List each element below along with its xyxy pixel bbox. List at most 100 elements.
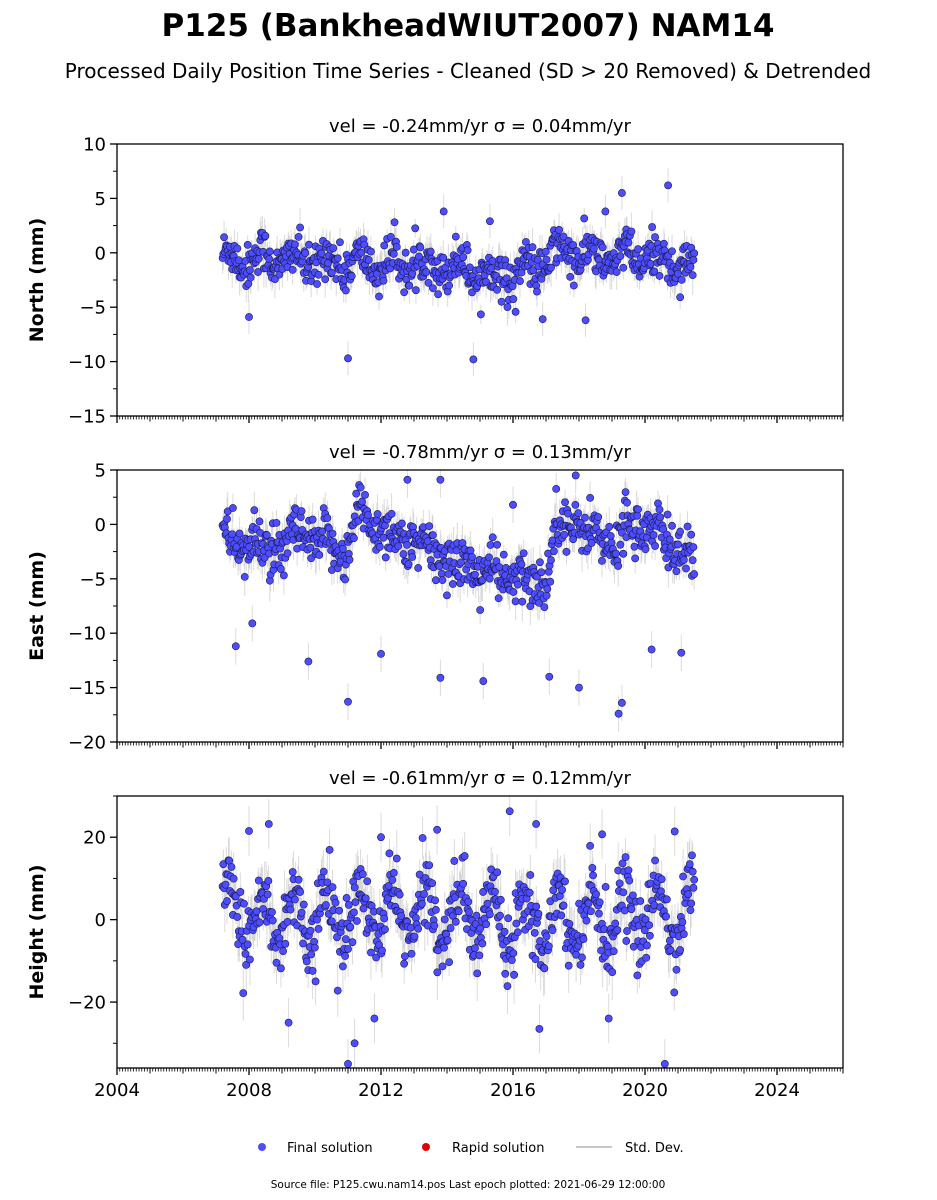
final-solution-point bbox=[286, 905, 295, 914]
final-solution-point bbox=[589, 871, 597, 880]
final-solution-point bbox=[420, 890, 428, 898]
y-tick-label: 20 bbox=[83, 828, 106, 849]
final-solution-point bbox=[640, 926, 649, 935]
final-solution-point bbox=[479, 888, 488, 896]
y-tick-label: 0 bbox=[95, 515, 106, 536]
final-solution-point bbox=[587, 539, 596, 547]
final-solution-point bbox=[243, 241, 252, 249]
final-solution-point bbox=[598, 556, 606, 565]
final-solution-point bbox=[412, 286, 420, 295]
final-solution-point bbox=[688, 867, 697, 876]
y-tick-label: −5 bbox=[79, 298, 106, 319]
final-solution-point bbox=[646, 260, 655, 268]
height-final-points bbox=[218, 807, 699, 1068]
final-solution-point bbox=[378, 946, 386, 955]
final-solution-point bbox=[465, 908, 473, 917]
final-solution-point bbox=[294, 232, 303, 241]
final-solution-point bbox=[689, 543, 698, 552]
final-solution-point bbox=[308, 515, 317, 524]
final-solution-point bbox=[246, 266, 254, 274]
final-solution-point bbox=[375, 292, 383, 301]
final-solution-point bbox=[689, 883, 698, 892]
final-solution-point bbox=[586, 907, 595, 916]
final-solution-point bbox=[532, 820, 540, 828]
final-solution-point bbox=[297, 507, 306, 516]
final-solution-point bbox=[403, 540, 411, 549]
final-solution-point bbox=[361, 491, 369, 499]
y-tick-label: −20 bbox=[68, 993, 106, 1014]
final-solution-point bbox=[323, 514, 332, 522]
final-solution-point bbox=[406, 923, 415, 932]
final-solution-point bbox=[439, 253, 448, 262]
final-solution-point bbox=[262, 531, 271, 539]
final-solution-point bbox=[329, 244, 338, 252]
final-solution-point bbox=[634, 505, 642, 514]
final-solution-point bbox=[645, 921, 654, 930]
final-solution-point bbox=[404, 560, 413, 569]
final-solution-point bbox=[410, 932, 419, 941]
final-solution-point bbox=[561, 498, 569, 507]
final-solution-point bbox=[439, 207, 448, 216]
final-solution-point bbox=[464, 897, 473, 906]
final-solution-point bbox=[558, 885, 566, 894]
final-solution-point bbox=[437, 569, 446, 578]
final-solution-point bbox=[364, 256, 373, 264]
final-solution-point bbox=[328, 529, 337, 538]
final-solution-point bbox=[519, 549, 528, 558]
final-solution-point bbox=[422, 268, 431, 276]
final-solution-point bbox=[392, 243, 401, 251]
final-solution-point bbox=[503, 303, 512, 311]
final-solution-point bbox=[679, 930, 688, 938]
north-panel: vel = -0.24mm/yr σ = 0.04mm/yr North (mm)… bbox=[26, 116, 844, 428]
final-solution-point bbox=[438, 576, 447, 585]
final-solution-point bbox=[624, 238, 633, 247]
final-solution-point bbox=[500, 927, 509, 936]
final-solution-point bbox=[306, 543, 315, 552]
final-solution-point bbox=[299, 939, 307, 948]
north-panel-title: vel = -0.24mm/yr σ = 0.04mm/yr bbox=[329, 116, 632, 137]
final-solution-point bbox=[564, 961, 573, 970]
final-solution-point bbox=[377, 649, 385, 658]
final-solution-point bbox=[333, 986, 342, 995]
final-solution-point bbox=[358, 870, 367, 879]
final-solution-point bbox=[668, 247, 676, 256]
final-solution-point bbox=[426, 247, 435, 256]
final-solution-point bbox=[687, 899, 696, 908]
final-solution-point bbox=[308, 967, 317, 975]
final-solution-point bbox=[485, 910, 494, 919]
final-solution-point bbox=[660, 239, 668, 248]
final-solution-point bbox=[415, 870, 424, 879]
legend-rapid-marker bbox=[422, 1143, 430, 1151]
final-solution-point bbox=[545, 672, 554, 681]
final-solution-point bbox=[233, 244, 242, 253]
final-solution-point bbox=[526, 871, 535, 879]
final-solution-point bbox=[345, 555, 354, 564]
final-solution-point bbox=[589, 244, 598, 253]
final-solution-point bbox=[327, 268, 336, 277]
final-solution-point bbox=[525, 888, 534, 897]
final-solution-point bbox=[377, 833, 385, 842]
final-solution-point bbox=[688, 851, 696, 860]
final-solution-point bbox=[687, 530, 696, 539]
final-solution-point bbox=[384, 882, 393, 890]
final-solution-point bbox=[398, 519, 406, 528]
final-solution-point bbox=[542, 255, 551, 264]
final-solution-point bbox=[246, 273, 255, 282]
final-solution-point bbox=[641, 915, 650, 924]
final-solution-point bbox=[279, 571, 288, 580]
final-solution-point bbox=[504, 914, 513, 923]
final-solution-point bbox=[389, 250, 398, 258]
final-solution-point bbox=[598, 243, 607, 252]
final-solution-point bbox=[627, 905, 636, 914]
final-solution-point bbox=[559, 901, 568, 910]
final-solution-point bbox=[283, 549, 292, 558]
final-solution-point bbox=[400, 959, 409, 968]
final-solution-point bbox=[579, 935, 588, 943]
final-solution-point bbox=[532, 902, 541, 911]
height-series bbox=[218, 796, 699, 1068]
final-solution-point bbox=[542, 591, 551, 600]
final-solution-point bbox=[625, 876, 634, 885]
final-solution-point bbox=[325, 846, 334, 854]
y-tick-label: −20 bbox=[68, 733, 106, 754]
